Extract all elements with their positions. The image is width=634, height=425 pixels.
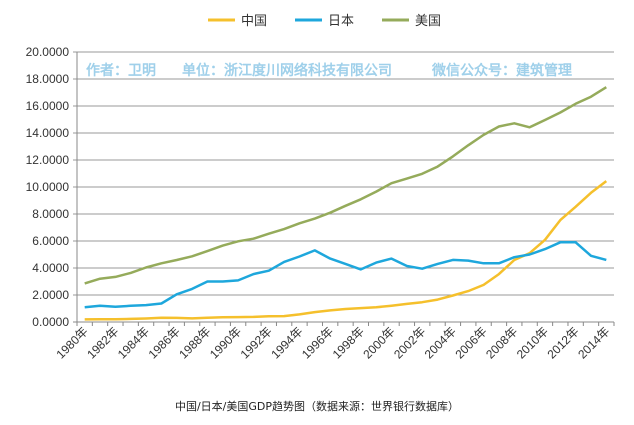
x-tick-label: 2002年 [391,324,428,361]
y-tick-label: 20.0000 [26,45,70,59]
x-tick-label: 2004年 [422,324,459,361]
x-tick-label: 2000年 [360,324,397,361]
x-tick-label: 2010年 [514,324,551,361]
x-tick-label: 2006年 [452,324,489,361]
y-tick-label: 12.0000 [26,153,70,167]
x-tick-label: 1998年 [330,324,367,361]
x-tick-label: 1986年 [146,324,183,361]
x-tick-label: 2008年 [483,324,520,361]
series-line-中国 [84,180,608,321]
x-tick-label: 1994年 [268,324,305,361]
x-tick-label: 1990年 [207,324,244,361]
series-line-日本 [84,241,607,309]
watermark-text: 微信公众号：建筑管理 [431,62,572,79]
x-tick-label: 2014年 [575,324,612,361]
legend-label: 美国 [415,14,441,29]
x-tick-label: 1996年 [299,324,336,361]
y-tick-label: 2.0000 [32,288,69,302]
watermark-text: 单位：浙江度川网络科技有限公司 [182,62,392,79]
legend-label: 中国 [241,14,267,29]
x-tick-label: 2012年 [544,324,581,361]
gdp-line-chart: 0.0000 2.0000 4.0000 6.0000 8.0000 10.0000 12.… [26,14,615,361]
y-tick-label: 14.0000 [26,126,70,140]
x-tick-label: 1984年 [115,324,152,361]
y-tick-label: 16.0000 [26,99,70,113]
legend-label: 日本 [328,14,354,29]
watermark-text: 作者：卫明 [86,62,156,79]
chart-caption: 中国/日本/美国GDP趋势图（数据来源：世界银行数据库） [174,400,460,413]
y-tick-label: 6.0000 [32,234,69,248]
x-tick-label: 1988年 [176,324,213,361]
y-tick-label: 10.0000 [26,180,70,194]
y-tick-label: 0.0000 [32,315,69,329]
x-tick-label: 1992年 [238,324,275,361]
y-tick-label: 18.0000 [26,72,70,86]
y-tick-label: 8.0000 [32,207,69,221]
x-tick-label: 1982年 [84,324,121,361]
x-tick-label: 1980年 [54,324,91,361]
y-tick-label: 4.0000 [32,261,69,275]
